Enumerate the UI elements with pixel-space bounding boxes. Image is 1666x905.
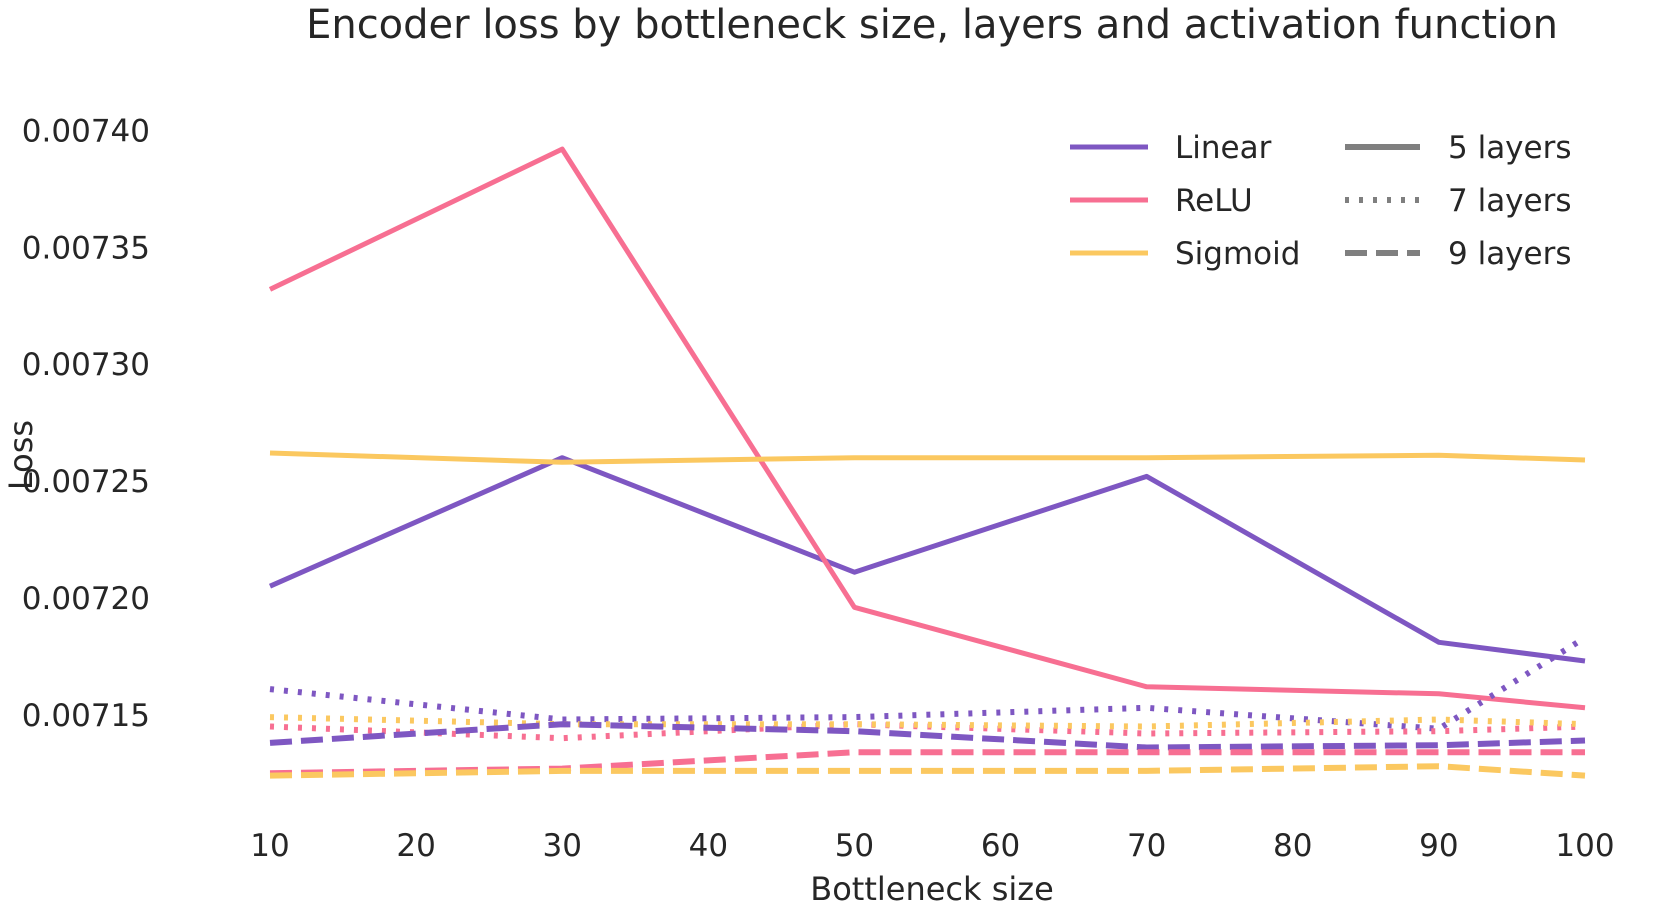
x-tick-label: 60 [981, 828, 1020, 864]
legend: Linear ReLU Sigmoid 5 layers 7 layers 9 layer… [1070, 130, 1572, 272]
y-tick-label: 0.00740 [22, 113, 150, 149]
series-layer [268, 146, 1587, 779]
series-line-linear-5-layers [268, 455, 1586, 664]
series-line-linear-9-layers [269, 721, 1586, 751]
y-axis-ticks: 0.00715 0.00720 0.00725 0.00730 0.00735 0.007… [22, 113, 150, 733]
series-line-sigmoid-7-layers [269, 714, 1586, 730]
y-axis-label: Loss [2, 420, 40, 490]
x-tick-label: 10 [250, 828, 289, 864]
legend-label-linear: Linear [1175, 130, 1272, 166]
x-axis-ticks: 10 20 30 40 50 60 70 80 90 100 [250, 828, 1614, 864]
x-tick-label: 30 [542, 828, 581, 864]
y-tick-label: 0.00715 [22, 698, 150, 734]
series-line-sigmoid-9-layers [269, 763, 1586, 779]
x-tick-label: 40 [689, 828, 728, 864]
x-tick-label: 100 [1555, 828, 1614, 864]
x-tick-label: 70 [1127, 828, 1166, 864]
x-tick-label: 80 [1273, 828, 1312, 864]
legend-label-5-layers: 5 layers [1448, 130, 1572, 166]
series-line-relu-5-layers [268, 146, 1586, 711]
y-tick-label: 0.00735 [22, 230, 150, 266]
legend-label-relu: ReLU [1175, 183, 1253, 219]
series-line-linear-7-layers [269, 635, 1587, 732]
legend-label-sigmoid: Sigmoid [1175, 236, 1300, 272]
x-tick-label: 20 [396, 828, 435, 864]
x-tick-label: 50 [835, 828, 874, 864]
series-line-relu-9-layers [269, 749, 1585, 777]
x-axis-label: Bottleneck size [810, 870, 1054, 905]
series-line-relu-7-layers [269, 721, 1586, 742]
y-tick-label: 0.00725 [22, 464, 150, 500]
series-line-sigmoid-5-layers [269, 450, 1586, 465]
y-tick-label: 0.00730 [22, 347, 150, 383]
legend-label-7-layers: 7 layers [1448, 183, 1572, 219]
y-tick-label: 0.00720 [22, 581, 150, 617]
x-tick-label: 90 [1419, 828, 1458, 864]
chart-title: Encoder loss by bottleneck size, layers … [306, 2, 1558, 48]
legend-label-9-layers: 9 layers [1448, 236, 1572, 272]
